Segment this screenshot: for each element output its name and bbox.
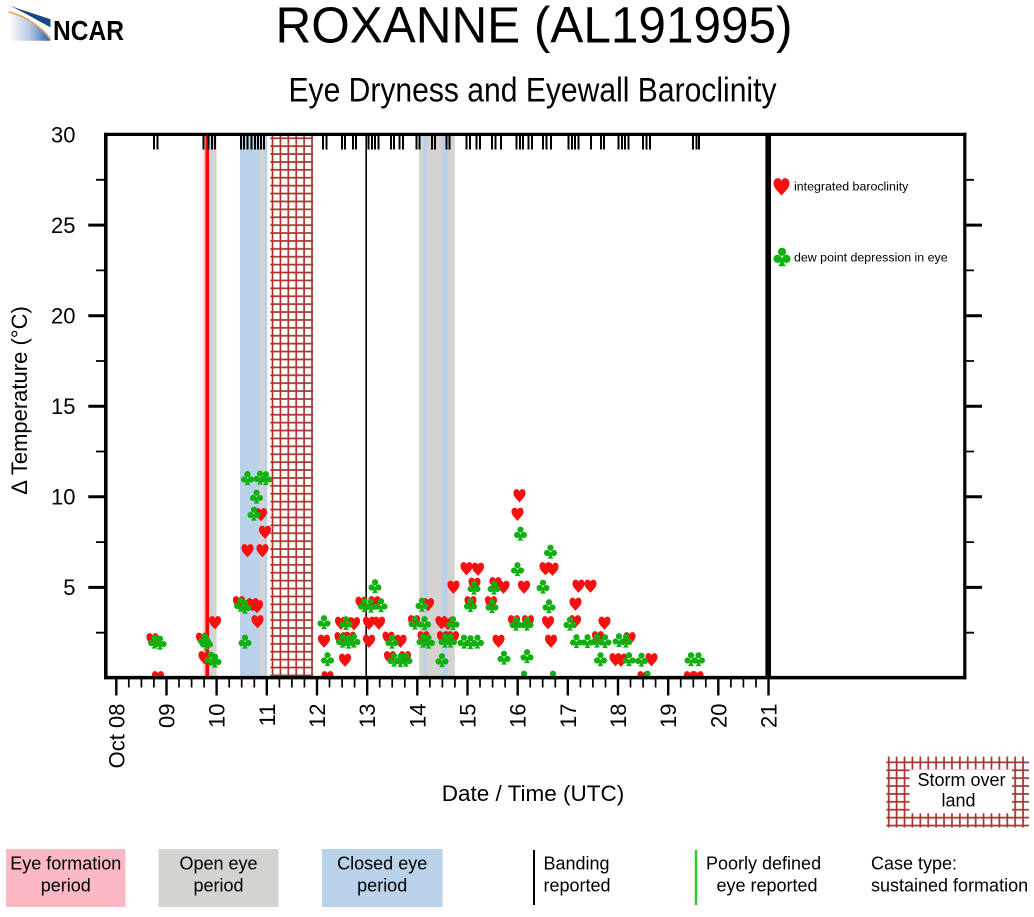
svg-text:Closed eye: Closed eye bbox=[337, 854, 427, 874]
svg-text:Oct 08: Oct 08 bbox=[104, 704, 129, 769]
svg-text:period: period bbox=[41, 876, 91, 896]
svg-text:15: 15 bbox=[456, 704, 481, 728]
svg-text:sustained formation: sustained formation bbox=[871, 876, 1028, 896]
svg-text:period: period bbox=[357, 876, 407, 896]
svg-text:Eye Dryness and Eyewall Barocl: Eye Dryness and Eyewall Baroclinity bbox=[289, 72, 777, 110]
svg-text:Eye formation: Eye formation bbox=[10, 854, 121, 874]
svg-text:NCAR: NCAR bbox=[53, 15, 124, 46]
svg-text:19: 19 bbox=[656, 704, 681, 728]
svg-text:20: 20 bbox=[706, 704, 731, 728]
svg-text:period: period bbox=[193, 876, 243, 896]
svg-text:15: 15 bbox=[51, 394, 75, 419]
svg-text:ROXANNE (AL191995): ROXANNE (AL191995) bbox=[276, 0, 793, 54]
svg-text:25: 25 bbox=[51, 213, 75, 238]
svg-text:18: 18 bbox=[606, 704, 631, 728]
svg-text:5: 5 bbox=[63, 575, 75, 600]
svg-text:09: 09 bbox=[155, 704, 180, 728]
svg-text:Open eye: Open eye bbox=[179, 854, 257, 874]
svg-text:Storm over: Storm over bbox=[917, 770, 1005, 790]
svg-text:17: 17 bbox=[556, 704, 581, 728]
svg-text:eye reported: eye reported bbox=[717, 876, 818, 896]
svg-text:20: 20 bbox=[51, 304, 75, 329]
svg-text:13: 13 bbox=[355, 704, 380, 728]
svg-text:reported: reported bbox=[544, 876, 611, 896]
svg-text:Poorly defined: Poorly defined bbox=[706, 854, 821, 874]
svg-text:Δ Temperature (°C): Δ Temperature (°C) bbox=[7, 306, 32, 495]
svg-text:30: 30 bbox=[51, 122, 75, 147]
svg-text:land: land bbox=[941, 791, 975, 811]
svg-text:14: 14 bbox=[405, 704, 430, 728]
svg-text:integrated baroclinity: integrated baroclinity bbox=[794, 180, 909, 194]
svg-text:10: 10 bbox=[51, 485, 75, 510]
svg-text:12: 12 bbox=[305, 704, 330, 728]
svg-text:16: 16 bbox=[506, 704, 531, 728]
svg-text:11: 11 bbox=[255, 704, 280, 727]
svg-text:21: 21 bbox=[757, 704, 782, 728]
svg-text:Banding: Banding bbox=[544, 854, 610, 874]
svg-text:dew point depression in eye: dew point depression in eye bbox=[794, 251, 948, 265]
svg-text:Date / Time (UTC): Date / Time (UTC) bbox=[442, 781, 625, 806]
svg-text:10: 10 bbox=[205, 704, 230, 728]
svg-text:Case type:: Case type: bbox=[871, 854, 957, 874]
